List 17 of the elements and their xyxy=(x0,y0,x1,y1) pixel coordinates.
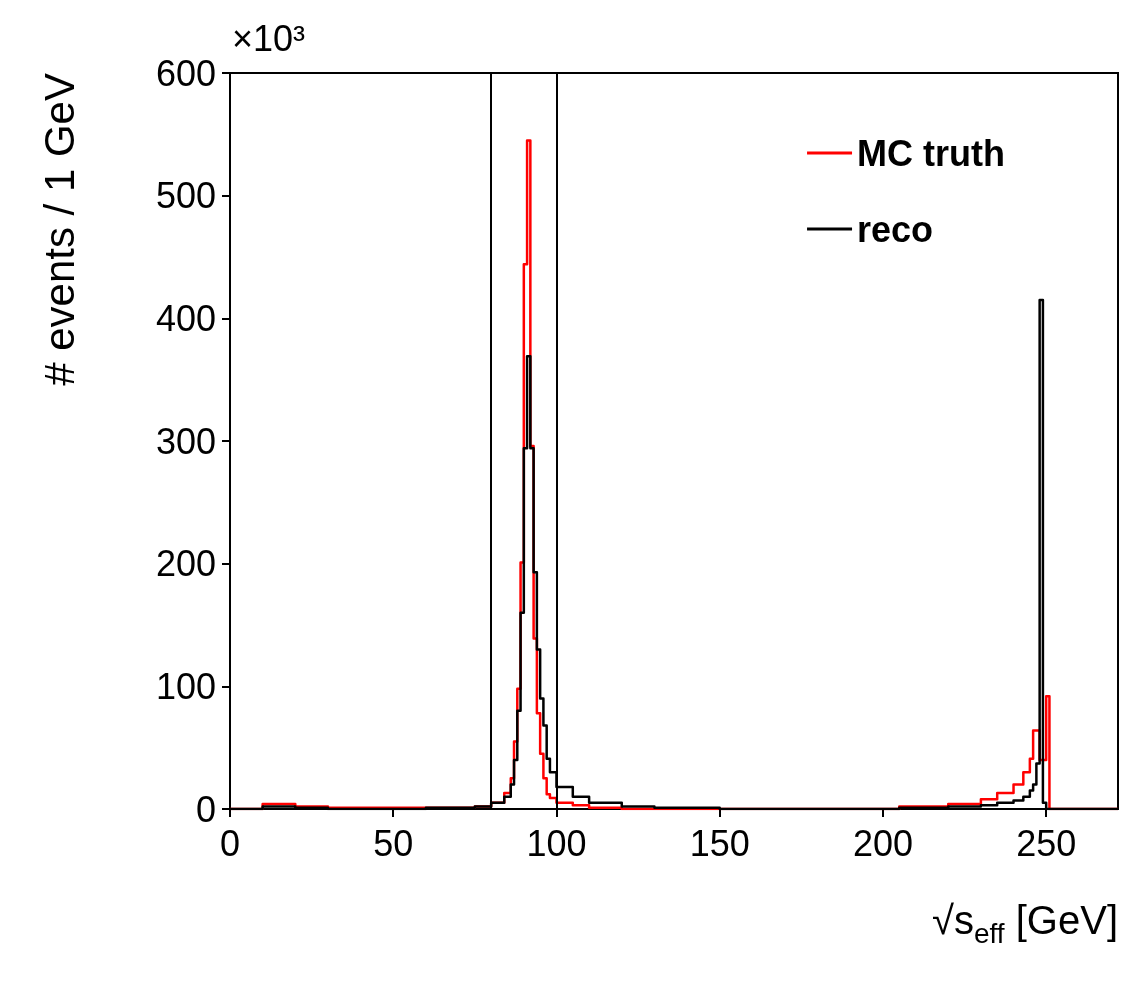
x-tick-label: 150 xyxy=(689,822,750,864)
text: ×10³ xyxy=(232,17,306,59)
y-tick-label: 0 xyxy=(195,788,216,830)
y-tick-label: 200 xyxy=(155,543,216,585)
x-tick-label: 50 xyxy=(373,822,414,864)
y-tick-label: 600 xyxy=(155,52,216,94)
legend-label: reco xyxy=(857,208,934,250)
y-tick-label: 400 xyxy=(155,297,216,339)
y-tick-label: 500 xyxy=(155,175,216,217)
y-tick-label: 300 xyxy=(155,420,216,462)
x-tick-label: 200 xyxy=(852,822,913,864)
x-tick-label: 100 xyxy=(526,822,587,864)
y-tick-label: 100 xyxy=(155,665,216,707)
legend-label: MC truth xyxy=(857,132,1006,174)
x-tick-label: 250 xyxy=(1016,822,1077,864)
x-axis-title: √s$_{eff}$ [GeV] xyxy=(932,898,1118,949)
y-axis-title: # events / 1 GeV xyxy=(35,73,83,386)
